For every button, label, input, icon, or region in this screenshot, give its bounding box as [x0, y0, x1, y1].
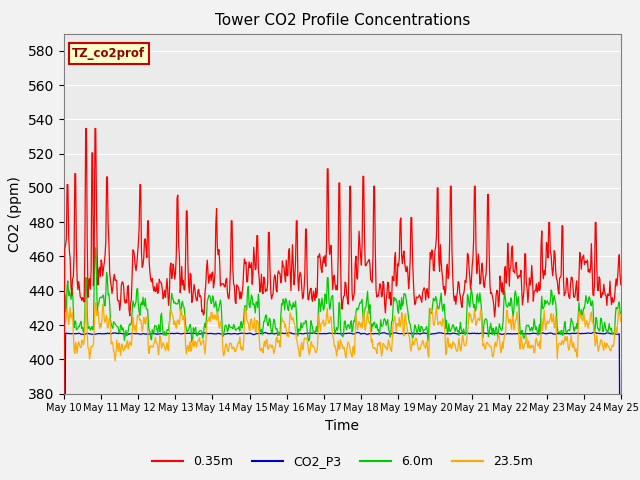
Legend: 0.35m, CO2_P3, 6.0m, 23.5m: 0.35m, CO2_P3, 6.0m, 23.5m	[147, 450, 538, 473]
Y-axis label: CO2 (ppm): CO2 (ppm)	[8, 176, 22, 252]
Title: Tower CO2 Profile Concentrations: Tower CO2 Profile Concentrations	[214, 13, 470, 28]
Text: TZ_co2prof: TZ_co2prof	[72, 47, 145, 60]
X-axis label: Time: Time	[325, 419, 360, 433]
